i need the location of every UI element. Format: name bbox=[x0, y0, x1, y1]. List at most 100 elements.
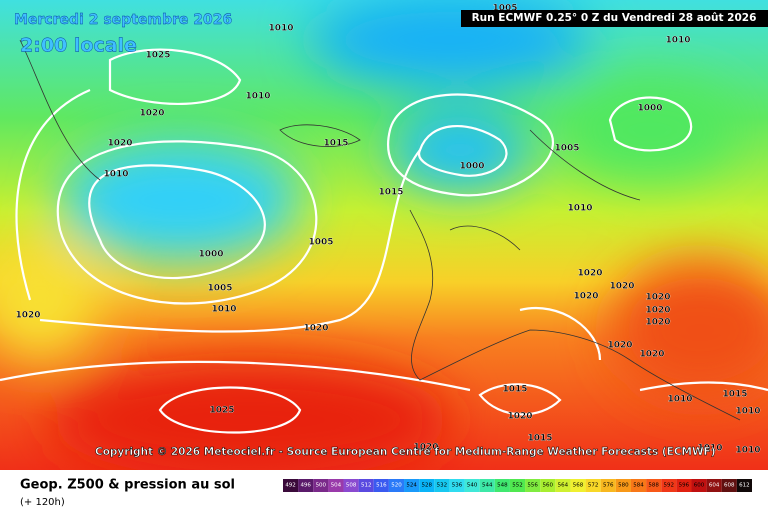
scale-label: 508 bbox=[346, 483, 357, 489]
scale-swatch bbox=[615, 479, 631, 492]
run-info: Run ECMWF 0.25° 0 Z du Vendredi 28 août … bbox=[472, 12, 757, 24]
scale-label: 584 bbox=[633, 483, 644, 489]
isobar-label: 1000 bbox=[198, 250, 223, 260]
copyright: Copyright © 2026 Meteociel.fr - Source E… bbox=[95, 446, 716, 458]
isobar-label: 1020 bbox=[107, 139, 132, 149]
scale-swatch bbox=[661, 479, 677, 492]
run-box bbox=[461, 10, 768, 27]
scale-swatch bbox=[373, 479, 389, 492]
scale-swatch bbox=[585, 479, 601, 492]
footer-lead: (+ 120h) bbox=[20, 497, 65, 508]
scale-swatch bbox=[646, 479, 662, 492]
scale-swatch bbox=[313, 479, 329, 492]
scale-label: 612 bbox=[739, 483, 750, 489]
isobar-label: 1020 bbox=[609, 282, 634, 292]
isobar-label: 1025 bbox=[145, 51, 170, 61]
scale-label: 604 bbox=[709, 483, 720, 489]
coastlines bbox=[19, 39, 741, 421]
scale-swatch bbox=[479, 479, 495, 492]
scale-label: 556 bbox=[527, 483, 538, 489]
footer-title: Geop. Z500 & pression au sol bbox=[20, 478, 235, 493]
scale-label: 520 bbox=[391, 483, 402, 489]
local-time: 2:00 locale bbox=[20, 35, 137, 57]
isobar-label: 1010 bbox=[667, 395, 692, 405]
isobar-label: 1025 bbox=[209, 406, 234, 416]
scale-swatch bbox=[434, 479, 450, 492]
scale-swatch bbox=[343, 479, 359, 492]
isobar-label: 1005 bbox=[308, 238, 333, 248]
scale-swatch bbox=[358, 479, 374, 492]
scale-label: 516 bbox=[376, 483, 387, 489]
scale-swatch bbox=[630, 479, 647, 492]
isobar-label: 1015 bbox=[527, 434, 552, 444]
scale-label: 492 bbox=[285, 483, 296, 489]
scale-swatch bbox=[600, 479, 616, 492]
isobar-label: 1020 bbox=[645, 318, 670, 328]
forecast-date: Mercredi 2 septembre 2026 bbox=[14, 12, 232, 28]
isobar-label: 1010 bbox=[103, 170, 128, 180]
isobar-label: 1020 bbox=[573, 292, 598, 302]
scale-swatch bbox=[540, 479, 556, 492]
scale-label: 564 bbox=[558, 483, 569, 489]
isobar-label: 1010 bbox=[735, 446, 760, 456]
isobar-label: 1015 bbox=[323, 139, 348, 149]
scale-label: 600 bbox=[694, 483, 705, 489]
scale-label: 504 bbox=[331, 483, 342, 489]
scale-label: 572 bbox=[588, 483, 599, 489]
scale-swatch bbox=[298, 479, 314, 492]
isobar-label: 1020 bbox=[639, 350, 664, 360]
scale-swatch bbox=[691, 479, 707, 492]
isobar-label: 1000 bbox=[637, 104, 662, 114]
scale-label: 524 bbox=[406, 483, 417, 489]
scale-swatch bbox=[555, 479, 571, 492]
scale-swatch bbox=[509, 479, 526, 492]
isobar-label: 1005 bbox=[207, 284, 232, 294]
scale-label: 540 bbox=[467, 483, 478, 489]
scale-swatch bbox=[464, 479, 480, 492]
isobar-label: 1010 bbox=[735, 407, 760, 417]
scale-swatch bbox=[736, 479, 752, 492]
scale-swatch bbox=[721, 479, 737, 492]
isobar-label: 1020 bbox=[15, 311, 40, 321]
scale-swatch bbox=[494, 479, 510, 492]
isobar-label: 1020 bbox=[413, 443, 438, 453]
scale-label: 588 bbox=[648, 483, 659, 489]
scale-swatch bbox=[404, 479, 420, 492]
field-shading bbox=[0, 0, 768, 480]
scale-swatch bbox=[449, 479, 465, 492]
scale-label: 592 bbox=[664, 483, 675, 489]
isobar-label: 1020 bbox=[303, 324, 328, 334]
isobar-label: 1010 bbox=[211, 305, 236, 315]
isobars bbox=[0, 48, 768, 434]
scale-label: 500 bbox=[316, 483, 327, 489]
isobar-label: 1000 bbox=[459, 162, 484, 172]
scale-label: 608 bbox=[724, 483, 735, 489]
scale-swatch bbox=[676, 479, 692, 492]
scale-label: 496 bbox=[300, 483, 311, 489]
isobar-label: 1010 bbox=[268, 24, 293, 34]
scale-swatch bbox=[283, 479, 299, 492]
isobar-label: 1015 bbox=[502, 385, 527, 395]
scale-swatch bbox=[570, 479, 586, 492]
isobar-label: 1020 bbox=[577, 269, 602, 279]
isobar-label: 1020 bbox=[607, 341, 632, 351]
scale-label: 548 bbox=[497, 483, 508, 489]
scale-swatch bbox=[388, 479, 405, 492]
scale-label: 568 bbox=[573, 483, 584, 489]
scale-label: 560 bbox=[543, 483, 554, 489]
scale-label: 552 bbox=[512, 483, 523, 489]
isobar-label: 1020 bbox=[645, 293, 670, 303]
scale-label: 580 bbox=[618, 483, 629, 489]
scale-swatch bbox=[419, 479, 435, 492]
isobar-label: 1015 bbox=[378, 188, 403, 198]
isobar-label: 1015 bbox=[722, 390, 747, 400]
scale-label: 528 bbox=[421, 483, 432, 489]
isobar-label: 1010 bbox=[567, 204, 592, 214]
isobar-label: 1020 bbox=[507, 412, 532, 422]
scale-label: 512 bbox=[361, 483, 372, 489]
isobar-label: 1020 bbox=[139, 109, 164, 119]
isobar-label: 1005 bbox=[492, 4, 517, 14]
scale-label: 596 bbox=[679, 483, 690, 489]
scale-swatch bbox=[706, 479, 722, 492]
